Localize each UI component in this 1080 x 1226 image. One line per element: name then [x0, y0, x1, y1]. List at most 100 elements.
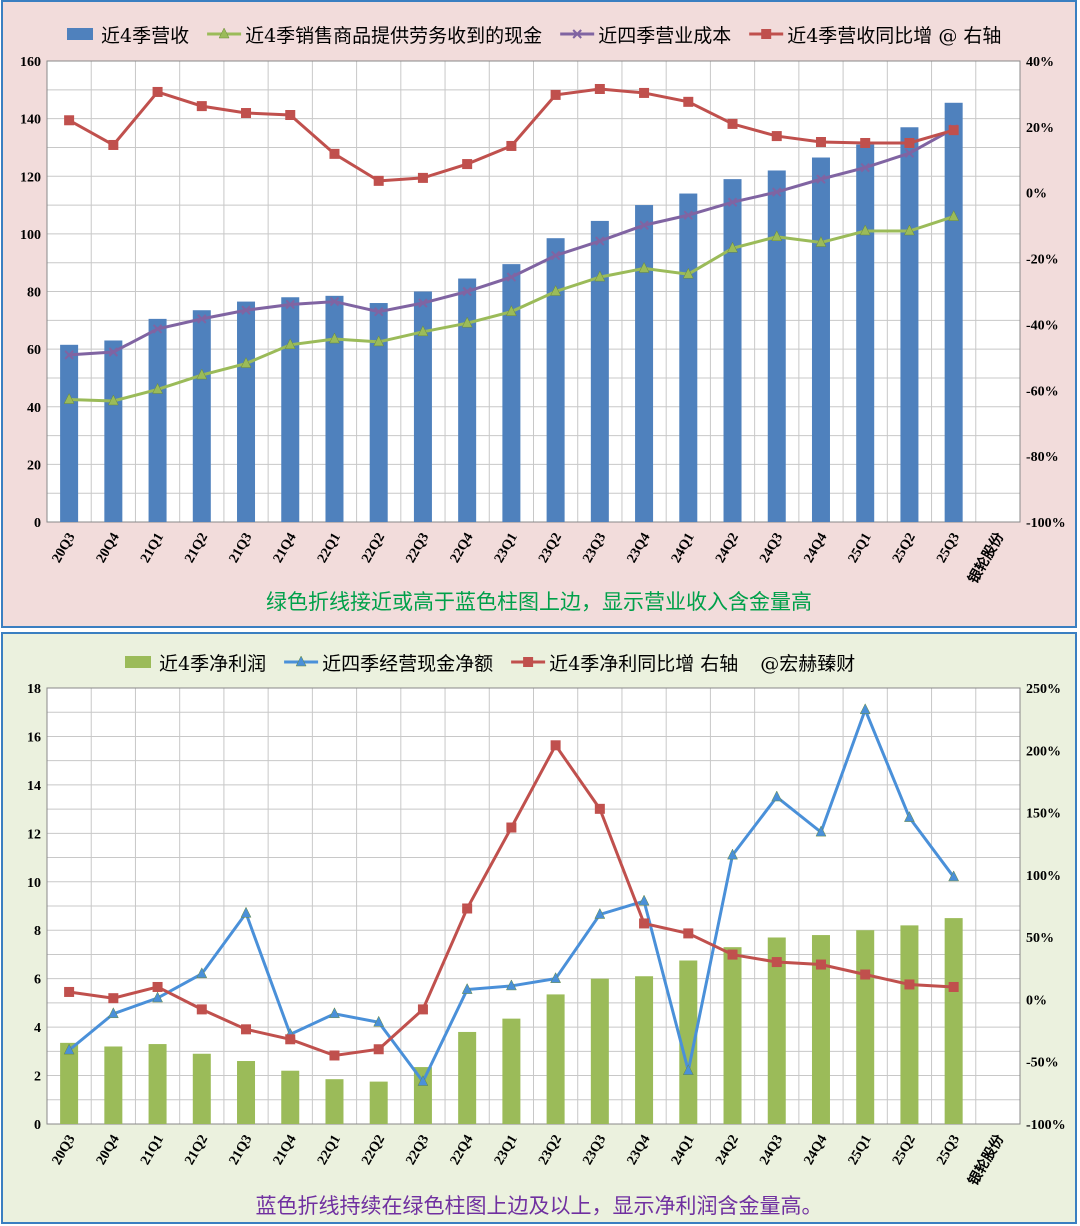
- y2-tick-label: -100%: [1026, 1118, 1066, 1133]
- triangle-marker: [329, 332, 340, 344]
- legend-watermark: @宏赫臻财: [760, 653, 855, 675]
- y-tick-label: 16: [27, 730, 41, 745]
- revenue-chart: 0 20 40 60 80 100 120 140 160 -100% -80% -60% -40% -2…: [20, 25, 1066, 586]
- y2-tick-label: -60%: [1026, 384, 1059, 399]
- x-tick-label: 22Q3: [403, 1133, 432, 1168]
- triangle-marker: [107, 1007, 119, 1019]
- triangle-marker: [771, 230, 783, 242]
- square-marker: [64, 115, 75, 126]
- square-marker: [417, 1004, 428, 1015]
- x-tick-label: 20Q4: [94, 1133, 123, 1168]
- triangle-marker: [505, 979, 517, 991]
- triangle-marker: [682, 1064, 694, 1075]
- triangle-marker: [417, 1075, 429, 1086]
- triangle-marker: [329, 1007, 340, 1019]
- y-tick-label: 12: [27, 827, 41, 842]
- square-marker: [152, 86, 163, 97]
- square-marker: [417, 172, 428, 183]
- x-tick-label: 24Q1: [669, 1133, 698, 1168]
- square-marker: [904, 979, 915, 990]
- triangle-marker: [727, 848, 738, 860]
- square-marker: [771, 957, 782, 968]
- x-tick-label: 21Q1: [138, 1133, 167, 1168]
- bar: [148, 1044, 167, 1124]
- square-marker: [904, 137, 915, 148]
- square-marker: [683, 928, 694, 939]
- triangle-marker: [63, 392, 75, 404]
- x-marker: [727, 197, 738, 207]
- bar: [546, 238, 565, 522]
- triangle-marker: [859, 703, 871, 715]
- bar: [369, 1081, 388, 1124]
- x-tick-label: 23Q4: [625, 1133, 654, 1168]
- triangle-marker: [240, 906, 252, 918]
- bar: [900, 127, 919, 523]
- triangle-marker: [638, 261, 650, 273]
- bar: [458, 1031, 477, 1124]
- x-marker: [462, 286, 472, 297]
- chart-annotation: 蓝色折线持续在绿色柱图上边及以上，显示净利润含金量高。: [255, 1194, 823, 1218]
- triangle-marker: [218, 27, 230, 39]
- bar: [635, 976, 654, 1124]
- triangle-marker: [859, 224, 871, 236]
- y-tick-label: 4: [34, 1021, 41, 1036]
- x-tick-label: 银轮股份: [965, 1131, 1008, 1189]
- x-tick-label: 23Q3: [580, 1133, 609, 1168]
- square-marker: [196, 1004, 207, 1015]
- square-marker: [241, 1024, 252, 1035]
- square-marker: [462, 903, 473, 914]
- x-marker: [285, 299, 295, 310]
- profit-chart: 0 2 4 6 8 10 12 14 16 18 -100% -50% 0% 50% 100% 150% 200…: [27, 653, 1066, 1189]
- legend-label: 近4季营收: [101, 25, 189, 47]
- bar: [237, 1061, 256, 1124]
- square-marker: [373, 175, 384, 186]
- x-tick-label: 23Q1: [492, 531, 521, 566]
- y-tick-label: 100: [20, 228, 41, 243]
- bar: [60, 1042, 79, 1124]
- chart-annotation: 绿色折线接近或高于蓝色柱图上边，显示营业收入含金量高: [266, 590, 812, 614]
- bar: [60, 344, 79, 522]
- bar: [723, 179, 742, 522]
- y-tick-label: 0: [34, 516, 41, 531]
- bar: [811, 157, 830, 522]
- x-marker: [683, 210, 694, 220]
- triangle-marker: [948, 870, 960, 882]
- square-marker: [64, 986, 75, 997]
- triangle-marker: [152, 991, 163, 1003]
- square-marker: [108, 139, 119, 150]
- bar: [944, 102, 963, 522]
- bar: [590, 220, 609, 523]
- square-marker: [727, 118, 738, 129]
- square-marker: [506, 822, 517, 833]
- triangle-marker: [682, 267, 694, 279]
- square-marker: [860, 137, 871, 148]
- y2-tick-label: -50%: [1026, 1056, 1059, 1071]
- x-tick-label: 24Q3: [757, 531, 786, 566]
- x-marker: [816, 174, 826, 184]
- y-tick-label: 0: [34, 1118, 41, 1133]
- bar: [679, 960, 698, 1124]
- bar: [237, 301, 256, 522]
- bar: [192, 1053, 211, 1124]
- x-tick-label: 23Q2: [536, 531, 565, 566]
- square-marker: [550, 89, 561, 100]
- legend-label: 近四季营业成本: [598, 25, 731, 47]
- y2-tick-label: 200%: [1026, 744, 1061, 759]
- square-marker: [506, 140, 517, 151]
- square-marker: [462, 159, 473, 170]
- triangle-marker: [461, 983, 473, 994]
- x-tick-label: 22Q4: [448, 1133, 477, 1168]
- square-marker: [373, 1044, 384, 1055]
- bar: [502, 1018, 521, 1124]
- square-marker: [550, 740, 561, 751]
- y-tick-label: 120: [20, 170, 41, 185]
- bar: [546, 994, 565, 1124]
- x-marker: [152, 324, 163, 334]
- x-tick-label: 21Q4: [271, 1133, 300, 1168]
- y2-tick-label: 150%: [1026, 807, 1061, 822]
- x-marker: [64, 350, 74, 360]
- x-tick-label: 21Q2: [182, 531, 211, 566]
- x-tick-label: 25Q1: [846, 531, 875, 566]
- y2-tick-label: -100%: [1026, 516, 1066, 531]
- x-marker: [772, 187, 782, 197]
